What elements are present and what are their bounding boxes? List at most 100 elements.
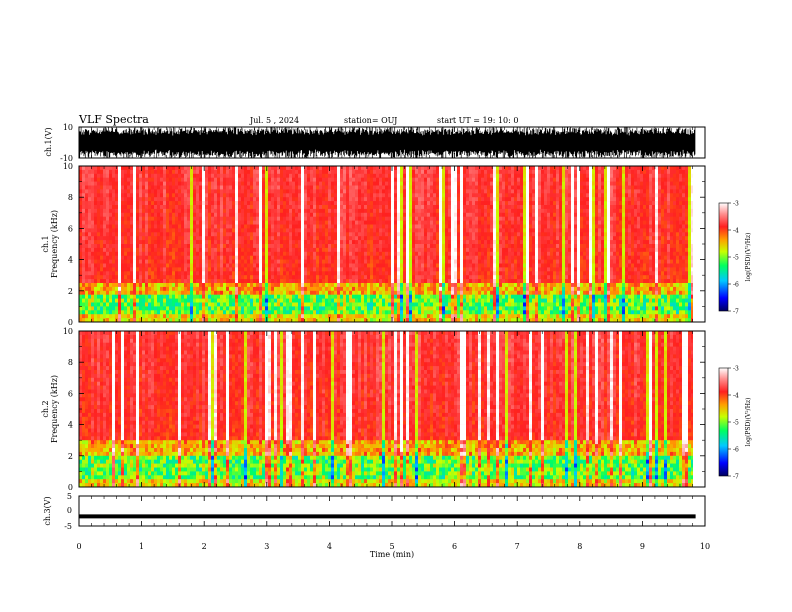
spectrogram-cell — [115, 267, 119, 272]
spectrogram-cell — [334, 302, 338, 307]
spectrogram-cell — [247, 212, 251, 217]
spectrogram-cell — [352, 232, 356, 237]
spectrogram-cell — [418, 224, 422, 229]
spectrogram-cell — [313, 197, 317, 202]
spectrogram-cell — [253, 208, 257, 214]
spectrogram-cell — [283, 228, 287, 233]
spectrogram-cell — [286, 224, 290, 229]
spectrogram-cell — [229, 259, 233, 264]
spectrogram-cell — [328, 279, 332, 284]
spectrogram-cell — [358, 228, 362, 233]
spectrogram-cell — [103, 220, 107, 225]
spectrogram-cell — [208, 314, 212, 319]
spectrogram-cell — [124, 240, 128, 245]
spectrogram-cell — [349, 212, 353, 217]
spectrogram-cell — [451, 236, 455, 241]
spectrogram-cell — [217, 201, 221, 206]
spectrogram-cell — [349, 279, 353, 284]
spectrogram-cell — [355, 286, 359, 292]
spectrogram-cell — [430, 255, 434, 260]
spectrogram-cell — [412, 177, 416, 182]
spectrogram-cell — [343, 318, 347, 322]
spectrogram-cell — [382, 236, 386, 241]
spectrogram-cell — [304, 298, 308, 303]
spectrogram-cell — [199, 173, 203, 178]
spectrogram-cell — [445, 169, 449, 175]
spectrogram-cell — [181, 259, 185, 264]
spectrogram-cell — [331, 306, 335, 311]
spectrogram-cell — [400, 244, 404, 249]
spectrogram-cell — [370, 236, 374, 241]
spectrogram-cell — [280, 298, 284, 303]
spectrogram-cell — [361, 216, 365, 221]
spectrogram-cell — [394, 197, 398, 202]
spectrogram-cell — [241, 271, 245, 276]
spectrogram-cell — [364, 244, 368, 249]
spectrogram-cell — [433, 166, 437, 171]
spectrogram-cell — [268, 173, 272, 178]
spectrogram-cell — [298, 286, 302, 292]
spectrogram-cell — [388, 263, 392, 268]
spectrogram-cell — [193, 310, 197, 315]
spectrogram-cell — [352, 212, 356, 217]
spectrogram-cell — [415, 216, 419, 221]
spectrogram-cell — [253, 318, 257, 322]
spectrogram-cell — [412, 279, 416, 284]
spectrogram-cell — [277, 306, 281, 311]
spectrogram-cell — [175, 314, 179, 319]
spectrogram-cell — [232, 169, 236, 175]
spectrogram-cell — [88, 169, 92, 175]
spectrogram-cell — [406, 197, 410, 202]
spectrogram-cell — [307, 275, 311, 280]
spectrogram-cell — [433, 259, 437, 264]
spectrogram-cell — [226, 208, 230, 214]
spectrogram-cell — [190, 244, 194, 249]
spectrogram-cell — [313, 310, 317, 315]
spectrogram-cell — [142, 294, 146, 299]
spectrogram-cell — [130, 318, 134, 322]
spectrogram-cell — [304, 208, 308, 214]
spectrogram-cell — [94, 310, 98, 315]
spectrogram-cell — [256, 263, 260, 268]
spectrogram-cell — [253, 306, 257, 311]
spectrogram-cell — [160, 298, 164, 303]
spectrogram-cell — [142, 318, 146, 322]
spectrogram-cell — [109, 259, 113, 264]
spectrogram-cell — [85, 283, 89, 288]
spectrogram-cell — [442, 302, 446, 307]
spectrogram-cell — [337, 216, 341, 221]
spectrogram-cell — [115, 240, 119, 245]
spectrogram-cell — [238, 169, 242, 175]
spectrogram-cell — [220, 166, 224, 171]
spectrogram-cell — [379, 263, 383, 268]
spectrogram-cell — [97, 189, 101, 194]
spectrogram-cell — [283, 251, 287, 256]
spectrogram-cell — [163, 236, 167, 241]
spectrogram-cell — [169, 263, 173, 268]
spectrogram-cell — [379, 181, 383, 186]
spectrogram-cell — [304, 290, 308, 295]
spectrogram-cell — [223, 169, 227, 175]
spectrogram-cell — [436, 275, 440, 280]
spectrogram-cell — [79, 259, 83, 264]
spectrogram-cell — [160, 197, 164, 202]
spectrogram-cell — [418, 275, 422, 280]
spectrogram-cell — [379, 251, 383, 256]
spectrogram-cell — [448, 240, 452, 245]
spectrogram-cell — [304, 240, 308, 245]
spectrogram-cell — [238, 263, 242, 268]
spectrogram-cell — [226, 263, 230, 268]
spectrogram-cell — [352, 267, 356, 272]
spectrogram-cell — [154, 189, 158, 194]
spectrogram-cell — [430, 244, 434, 249]
spectrogram-cell — [82, 244, 86, 249]
spectrogram-cell — [253, 290, 257, 295]
spectrogram-cell — [121, 251, 125, 256]
spectrogram-cell — [118, 212, 122, 217]
spectrogram-cell — [361, 279, 365, 284]
spectrogram-cell — [349, 224, 353, 229]
spectrogram-cell — [322, 275, 326, 280]
spectrogram-cell — [85, 244, 89, 249]
spectrogram-cell — [391, 298, 395, 303]
spectrogram-cell — [118, 275, 122, 280]
